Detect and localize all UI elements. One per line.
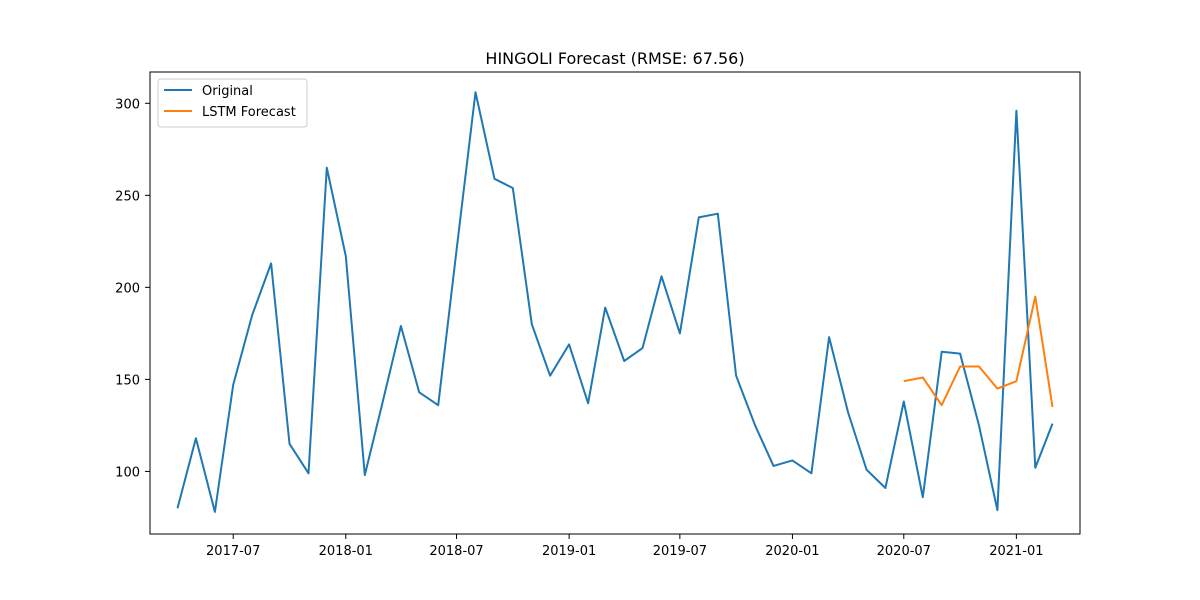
y-tick-label: 150	[115, 373, 140, 388]
series-line-original	[176, 91, 1054, 513]
y-tick-label: 250	[115, 189, 140, 204]
x-tick-label: 2017-07	[206, 544, 260, 559]
legend-label-lstm-forecast: LSTM Forecast	[202, 105, 296, 120]
legend: Original LSTM Forecast	[157, 78, 308, 128]
x-tick-label: 2019-07	[653, 544, 707, 559]
x-tick-label: 2019-01	[542, 544, 596, 559]
y-tick-label: 300	[115, 97, 140, 112]
plot-area-frame	[149, 71, 1081, 535]
y-tick-label: 100	[115, 465, 140, 480]
x-tick-label: 2021-01	[989, 544, 1043, 559]
x-tick-label: 2018-01	[319, 544, 373, 559]
x-tick-label: 2020-01	[765, 544, 819, 559]
x-tick-label: 2020-07	[877, 544, 931, 559]
chart-title: HINGOLI Forecast (RMSE: 67.56)	[485, 49, 744, 68]
y-tick-label: 200	[115, 281, 140, 296]
series-line-lstm-forecast	[903, 295, 1054, 408]
y-axis-ticks: 100 150 200 250 300	[115, 97, 150, 480]
x-tick-label: 2018-07	[429, 544, 483, 559]
legend-label-original: Original	[202, 84, 253, 99]
x-axis-ticks: 2017-07 2018-01 2018-07 2019-01 2019-07 2020-…	[206, 534, 1044, 559]
plot-lines	[176, 91, 1054, 513]
legend-box	[157, 78, 308, 128]
